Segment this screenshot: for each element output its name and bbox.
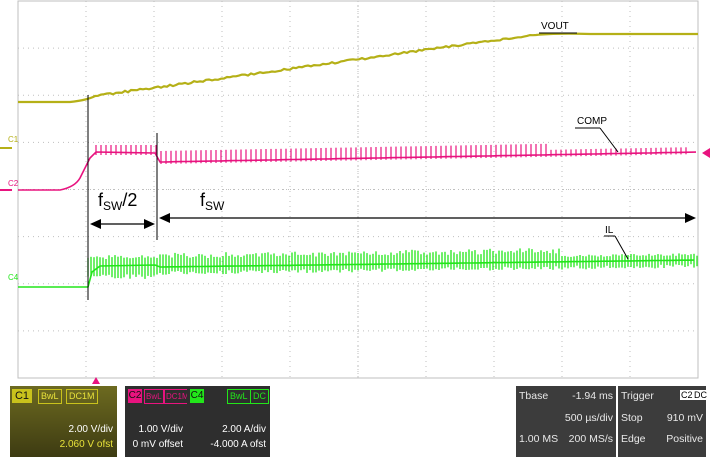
channel-c2-box[interactable]: C2 BwL DC1M 1.00 V/div 0 mV offset [125, 386, 187, 457]
trigger-box[interactable]: Trigger C2 DC Stop 910 mV Edge Positive [618, 386, 706, 457]
timebase-label: Tbase [519, 390, 548, 402]
comp-callout-line-b [600, 128, 618, 152]
trigger-coupling: DC [693, 390, 708, 400]
bandwidth-limit: BwL [38, 389, 62, 404]
graticule-grid [18, 1, 698, 378]
fsw-label: fSW [200, 190, 225, 213]
amps-per-div: 2.00 A/div [222, 424, 266, 435]
fsw-half-label: fSW/2 [98, 190, 137, 213]
c4-marker: C4 [8, 273, 19, 282]
coupling: DC1M [66, 389, 98, 404]
bandwidth-limit: BwL [227, 389, 251, 404]
il-label: IL [605, 225, 614, 236]
fsw-half-arrow-left-head [90, 219, 101, 229]
trigger-level: 910 mV [667, 412, 703, 424]
sample-rate: 200 MS/s [569, 433, 613, 445]
volts-per-div: 2.00 V/div [69, 424, 113, 435]
bandwidth-limit: BwL [144, 389, 164, 404]
trigger-slope: Positive [666, 433, 703, 445]
comp-label: COMP [577, 116, 607, 127]
fsw-arrow-left-head [159, 213, 170, 223]
timebase-delay: -1.94 ms [572, 390, 613, 402]
comp-trace [18, 152, 696, 190]
fsw-half-arrow-right-head [144, 219, 155, 229]
offset: 0 mV offset [133, 439, 183, 450]
fsw-arrow-right-head [685, 213, 696, 223]
channel-c1-box[interactable]: C1 BwL DC1M 2.00 V/div 2.060 V ofst [10, 386, 117, 457]
c1-marker: C1 [8, 135, 19, 144]
volts-per-div: 1.00 V/div [139, 424, 183, 435]
time-per-div: 500 µs/div [565, 412, 613, 424]
channel-tag: C1 [12, 389, 32, 403]
channel-tag: C2 [128, 389, 142, 403]
oscilloscope-screen: VOUT COMP IL fSW/2 fSW C1 C2 C4 [0, 0, 710, 385]
coupling: DC [250, 389, 269, 404]
trigger-label: Trigger [621, 390, 654, 402]
offset: -4.000 A ofst [210, 439, 266, 450]
offset: 2.060 V ofst [60, 439, 113, 450]
trigger-type: Edge [621, 433, 646, 445]
trigger-source: C2 [680, 390, 694, 400]
vout-label: VOUT [541, 21, 569, 32]
c2-marker: C2 [8, 179, 19, 188]
timebase-box[interactable]: Tbase -1.94 ms 500 µs/div 1.00 MS 200 MS… [516, 386, 616, 457]
trigger-level-marker [702, 148, 710, 158]
channel-c4-box[interactable]: C4 BwL DC 2.00 A/div -4.000 A ofst [187, 386, 270, 457]
sample-count: 1.00 MS [519, 433, 558, 445]
channel-tag: C4 [190, 389, 204, 403]
trigger-mode: Stop [621, 412, 643, 424]
